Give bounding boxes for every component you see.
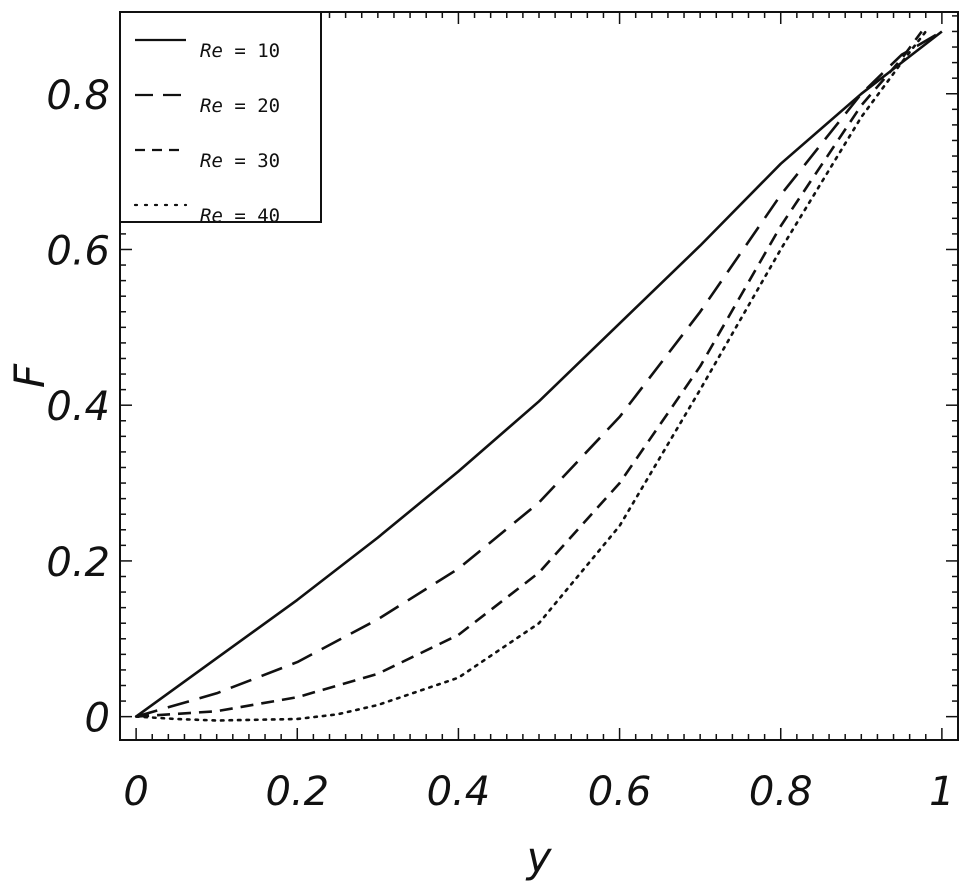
y-tick-label: 0.4 — [46, 384, 110, 430]
legend-box — [119, 11, 322, 223]
series-line-re-10 — [135, 30, 943, 718]
series-line-re-40 — [134, 30, 928, 722]
legend-label: Re = 20 — [200, 95, 280, 117]
x-tick-label: 0 — [123, 769, 148, 815]
x-tick-label: 0.8 — [749, 769, 813, 815]
y-tick-label: 0 — [85, 696, 110, 742]
legend: Re = 10 Re = 20 Re = 30 Re = 40 — [119, 11, 322, 227]
x-tick-label: 0.6 — [588, 769, 652, 815]
legend-label: Re = 30 — [200, 150, 280, 172]
y-ticks: 0 0.2 0.4 0.6 0.8 — [46, 73, 110, 742]
x-tick-label: 0.2 — [265, 769, 329, 815]
x-ticks: 0 0.2 0.4 0.6 0.8 1 — [123, 769, 954, 815]
plot-frame — [119, 11, 959, 741]
legend-label: Re = 10 — [200, 40, 280, 62]
x-axis-label: y — [525, 833, 553, 882]
series-lines — [134, 30, 943, 722]
y-tick-label: 0.2 — [46, 540, 110, 586]
x-tick-label: 1 — [929, 769, 954, 815]
y-tick-label: 0.8 — [46, 73, 110, 119]
legend-label: Re = 40 — [200, 205, 280, 227]
y-axis-label: F — [5, 363, 54, 388]
y-tick-label: 0.6 — [46, 228, 110, 274]
series-line-re-30 — [136, 30, 923, 718]
series-line-re-20 — [135, 30, 943, 718]
x-tick-label: 0.4 — [427, 769, 491, 815]
